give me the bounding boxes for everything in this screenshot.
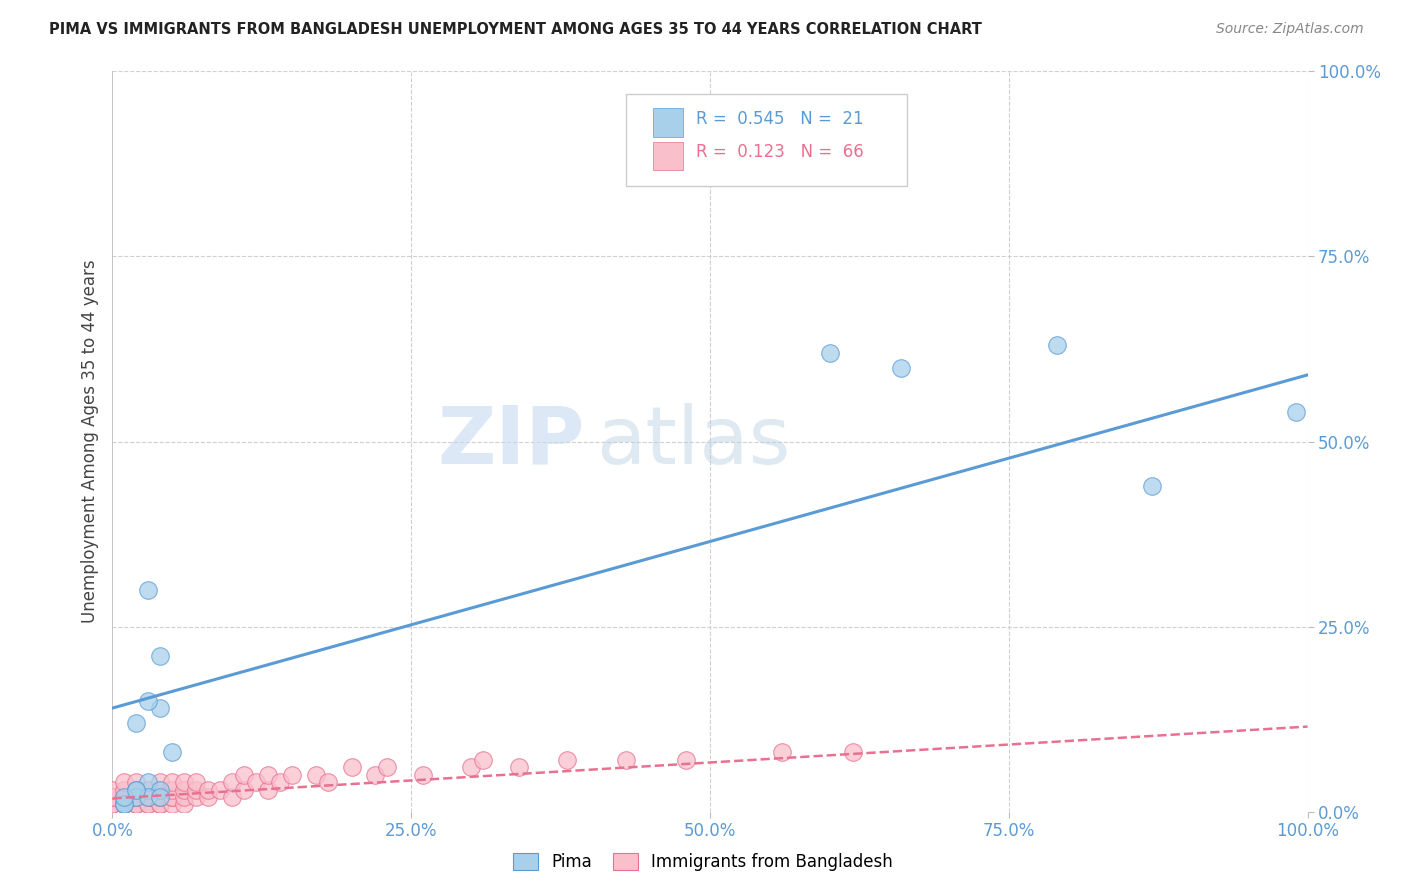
Point: [377, 760, 399, 774]
Point: [149, 782, 172, 797]
Point: [138, 789, 160, 804]
Point: [221, 789, 243, 804]
Point: [149, 797, 172, 812]
Point: [125, 789, 148, 804]
Point: [675, 753, 697, 767]
Point: [233, 767, 256, 781]
Point: [114, 789, 135, 804]
Point: [257, 767, 280, 781]
Point: [125, 797, 148, 812]
Point: [114, 789, 135, 804]
Point: [555, 753, 578, 767]
Point: [340, 760, 363, 774]
Point: [890, 360, 912, 375]
Point: [125, 797, 148, 812]
Point: [257, 782, 280, 797]
Point: [305, 767, 328, 781]
Point: [149, 789, 172, 804]
Point: [125, 775, 148, 789]
Point: [138, 789, 160, 804]
Point: [269, 775, 291, 789]
FancyBboxPatch shape: [627, 94, 907, 186]
Point: [114, 782, 135, 797]
Text: atlas: atlas: [596, 402, 790, 481]
Point: [101, 789, 124, 804]
Text: Source: ZipAtlas.com: Source: ZipAtlas.com: [1216, 22, 1364, 37]
Text: ZIP: ZIP: [437, 402, 585, 481]
Point: [114, 797, 135, 812]
Text: R =  0.123   N =  66: R = 0.123 N = 66: [696, 144, 863, 161]
Point: [162, 782, 183, 797]
Point: [138, 797, 160, 812]
Point: [101, 789, 124, 804]
Point: [770, 746, 793, 760]
Point: [149, 789, 172, 804]
Point: [149, 789, 172, 804]
Point: [114, 789, 135, 804]
Point: [114, 797, 135, 812]
Point: [173, 797, 195, 812]
Point: [101, 797, 124, 812]
Point: [125, 782, 148, 797]
Point: [412, 767, 434, 781]
Point: [1046, 338, 1069, 352]
Point: [162, 789, 183, 804]
Text: PIMA VS IMMIGRANTS FROM BANGLADESH UNEMPLOYMENT AMONG AGES 35 TO 44 YEARS CORREL: PIMA VS IMMIGRANTS FROM BANGLADESH UNEMP…: [49, 22, 981, 37]
Point: [101, 782, 124, 797]
Point: [149, 701, 172, 715]
Point: [186, 782, 208, 797]
Point: [364, 767, 387, 781]
Y-axis label: Unemployment Among Ages 35 to 44 years: Unemployment Among Ages 35 to 44 years: [80, 260, 98, 624]
Point: [138, 775, 160, 789]
Point: [149, 797, 172, 812]
Point: [114, 797, 135, 812]
Point: [233, 782, 256, 797]
Point: [149, 782, 172, 797]
FancyBboxPatch shape: [652, 142, 682, 169]
Point: [842, 746, 865, 760]
Point: [138, 694, 160, 708]
Point: [616, 753, 638, 767]
Point: [245, 775, 267, 789]
Point: [1142, 479, 1164, 493]
Point: [149, 775, 172, 789]
Point: [197, 789, 219, 804]
Point: [138, 582, 160, 597]
Point: [101, 797, 124, 812]
Point: [508, 760, 530, 774]
Point: [125, 782, 148, 797]
Point: [197, 782, 219, 797]
Point: [460, 760, 482, 774]
Point: [173, 782, 195, 797]
Point: [114, 797, 135, 812]
Point: [186, 775, 208, 789]
Point: [138, 789, 160, 804]
Point: [186, 789, 208, 804]
Point: [1285, 405, 1308, 419]
FancyBboxPatch shape: [652, 108, 682, 136]
Text: R =  0.545   N =  21: R = 0.545 N = 21: [696, 110, 863, 128]
Point: [818, 345, 841, 359]
Point: [209, 782, 232, 797]
Point: [114, 775, 135, 789]
Point: [281, 767, 304, 781]
Point: [162, 775, 183, 789]
Point: [162, 797, 183, 812]
Point: [162, 746, 183, 760]
Point: [472, 753, 495, 767]
Point: [125, 782, 148, 797]
Point: [138, 797, 160, 812]
Point: [162, 789, 183, 804]
Point: [125, 789, 148, 804]
Point: [316, 775, 339, 789]
Point: [173, 775, 195, 789]
Point: [138, 782, 160, 797]
Point: [125, 715, 148, 730]
Point: [125, 789, 148, 804]
Point: [221, 775, 243, 789]
Legend: Pima, Immigrants from Bangladesh: Pima, Immigrants from Bangladesh: [505, 845, 901, 880]
Point: [149, 649, 172, 664]
Point: [173, 789, 195, 804]
